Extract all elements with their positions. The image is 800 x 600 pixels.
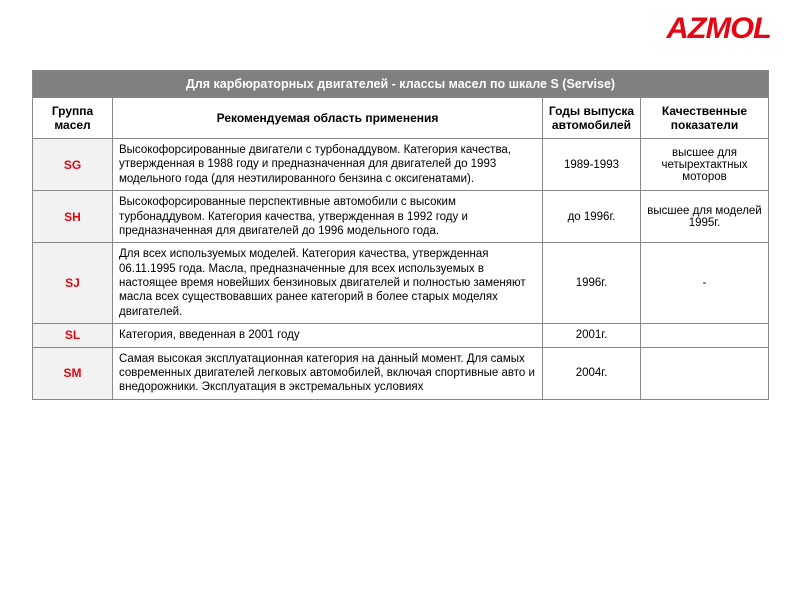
table-row: SM Самая высокая эксплуатационная катего… (33, 347, 769, 399)
group-label: SH (33, 191, 113, 243)
slide-frame: AZMOL Для карбюраторных двигателей - кла… (0, 0, 800, 600)
col-header-years: Годы выпуска автомобилей (543, 98, 641, 139)
desc-cell: Самая высокая эксплуатационная категория… (113, 347, 543, 399)
table-title-row: Для карбюраторных двигателей - классы ма… (33, 71, 769, 98)
qual-cell: - (641, 243, 769, 324)
table-row: SL Категория, введенная в 2001 году 2001… (33, 324, 769, 347)
desc-cell: Высокофорсированные двигатели с турбонад… (113, 139, 543, 191)
years-cell: 1989-1993 (543, 139, 641, 191)
col-header-desc: Рекомендуемая область применения (113, 98, 543, 139)
group-label: SJ (33, 243, 113, 324)
desc-cell: Высокофорсированные перспективные автомо… (113, 191, 543, 243)
years-cell: 2004г. (543, 347, 641, 399)
qual-cell (641, 324, 769, 347)
group-label: SM (33, 347, 113, 399)
desc-cell: Категория, введенная в 2001 году (113, 324, 543, 347)
brand-logo: AZMOL (666, 12, 770, 46)
table-row: SH Высокофорсированные перспективные авт… (33, 191, 769, 243)
years-cell: до 1996г. (543, 191, 641, 243)
group-label: SG (33, 139, 113, 191)
col-header-qual: Качественные показатели (641, 98, 769, 139)
years-cell: 1996г. (543, 243, 641, 324)
qual-cell (641, 347, 769, 399)
table-row: SJ Для всех используемых моделей. Катего… (33, 243, 769, 324)
table-header-row: Группа масел Рекомендуемая область приме… (33, 98, 769, 139)
table-title: Для карбюраторных двигателей - классы ма… (33, 71, 769, 98)
oil-class-table-container: Для карбюраторных двигателей - классы ма… (32, 70, 768, 400)
years-cell: 2001г. (543, 324, 641, 347)
table-row: SG Высокофорсированные двигатели с турбо… (33, 139, 769, 191)
oil-class-table: Для карбюраторных двигателей - классы ма… (32, 70, 769, 400)
qual-cell: высшее для четырехтактных моторов (641, 139, 769, 191)
col-header-group: Группа масел (33, 98, 113, 139)
qual-cell: высшее для моделей 1995г. (641, 191, 769, 243)
group-label: SL (33, 324, 113, 347)
desc-cell: Для всех используемых моделей. Категория… (113, 243, 543, 324)
